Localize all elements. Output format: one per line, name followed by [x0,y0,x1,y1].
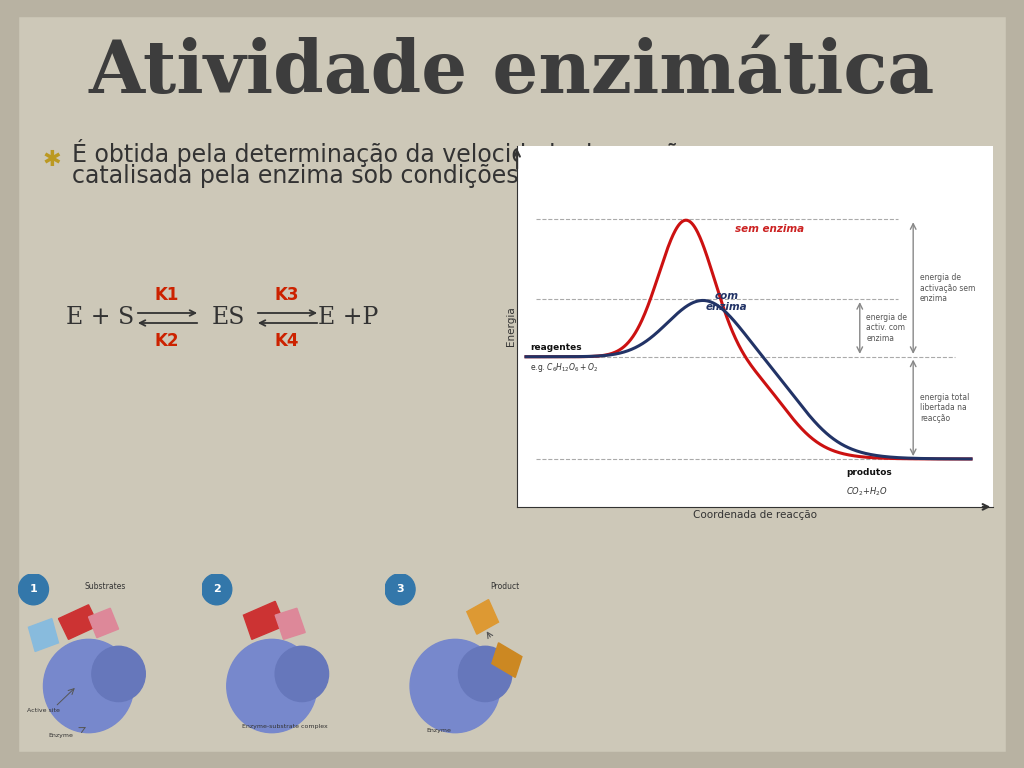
Polygon shape [0,752,1024,768]
Text: Enzyme: Enzyme [426,727,451,733]
Text: sem enzima: sem enzima [735,224,804,234]
Circle shape [18,574,48,605]
Polygon shape [29,619,58,651]
Text: Enzyme: Enzyme [48,733,74,738]
Circle shape [275,647,329,702]
Circle shape [410,639,500,733]
Text: produtos: produtos [847,468,892,477]
Polygon shape [88,608,119,637]
Text: Active site: Active site [27,708,59,713]
Circle shape [226,639,316,733]
Text: 3: 3 [396,584,403,594]
Text: Substrates: Substrates [85,582,126,591]
Text: e.g. $C_6H_{12}O_6 + O_2$: e.g. $C_6H_{12}O_6 + O_2$ [530,360,599,373]
Y-axis label: Energia: Energia [506,306,516,346]
Text: $CO_2$+$H_2O$: $CO_2$+$H_2O$ [847,485,889,498]
Text: energia de
activação sem
enzima: energia de activação sem enzima [920,273,975,303]
Circle shape [92,647,145,702]
Polygon shape [58,605,98,639]
Text: catalisada pela enzima sob condições definidas.: catalisada pela enzima sob condições def… [72,164,641,188]
Text: É obtida pela determinação da velocidade da reação: É obtida pela determinação da velocidade… [72,139,694,167]
Circle shape [385,574,415,605]
Text: reagentes: reagentes [530,343,582,353]
Circle shape [202,574,231,605]
Text: K2: K2 [155,332,179,350]
Text: K3: K3 [274,286,299,304]
Polygon shape [275,608,305,639]
Text: energia de
activ. com
enzima: energia de activ. com enzima [866,313,907,343]
Text: K1: K1 [155,286,179,304]
Polygon shape [1006,0,1024,768]
Text: energia total
libertada na
reacção: energia total libertada na reacção [920,393,970,422]
X-axis label: Coordenada de reacção: Coordenada de reacção [693,510,817,520]
Polygon shape [0,0,1024,16]
Text: Product: Product [490,582,520,591]
Circle shape [43,639,133,733]
Circle shape [459,647,512,702]
Text: com
enzima: com enzima [706,291,748,313]
Text: Atividade enzimática: Atividade enzimática [89,38,935,108]
Text: E + S: E + S [66,306,134,329]
Text: 2: 2 [213,584,220,594]
Text: 1: 1 [30,584,37,594]
Polygon shape [244,601,285,639]
Text: ES: ES [211,306,245,329]
Polygon shape [0,0,18,768]
Text: Enzyme-substrate complex: Enzyme-substrate complex [243,724,328,730]
Text: E +P: E +P [317,306,378,329]
Text: ✱: ✱ [43,150,61,170]
Polygon shape [492,643,522,677]
Text: K4: K4 [274,332,299,350]
Polygon shape [467,600,499,634]
